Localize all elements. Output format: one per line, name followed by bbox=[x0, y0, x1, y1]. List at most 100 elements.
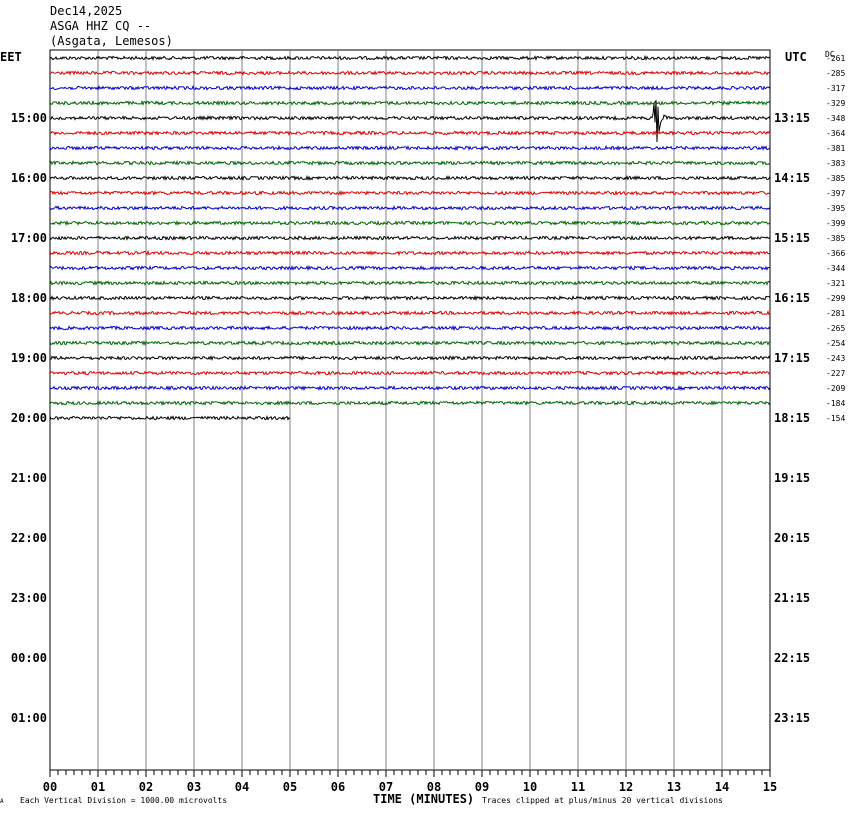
right-timezone-label: UTC bbox=[785, 50, 807, 64]
x-tick-label: 08 bbox=[427, 780, 441, 794]
left-hour-label: 22:00 bbox=[11, 531, 47, 545]
right-hour-label: 21:15 bbox=[774, 591, 810, 605]
x-tick-label: 06 bbox=[331, 780, 345, 794]
axis-labels: 00 01 02 03 04 05 06 07 08 09 10 11 12 13 14 15 15:00 16:… bbox=[11, 54, 846, 794]
trace-1 bbox=[49, 54, 771, 62]
trace-16 bbox=[49, 279, 771, 286]
x-tick-label: 05 bbox=[283, 780, 297, 794]
trace-22 bbox=[49, 370, 771, 376]
trace-25 bbox=[49, 414, 291, 421]
trace-layer bbox=[49, 54, 771, 421]
x-tick-label: 10 bbox=[523, 780, 537, 794]
trace-18 bbox=[49, 310, 771, 317]
left-hour-label: 21:00 bbox=[11, 471, 47, 485]
x-tick-label: 03 bbox=[187, 780, 201, 794]
x-tick-label: 15 bbox=[763, 780, 777, 794]
trace-13 bbox=[49, 234, 771, 241]
station-location: (Asgata, Lemesos) bbox=[50, 34, 173, 48]
left-hour-label: 20:00 bbox=[11, 411, 47, 425]
dc-offset-label: -329 bbox=[826, 99, 845, 108]
x-tick-label: 13 bbox=[667, 780, 681, 794]
dc-offset-label: -385 bbox=[826, 174, 845, 183]
dc-offset-label: -385 bbox=[826, 234, 845, 243]
x-tick-label: 14 bbox=[715, 780, 729, 794]
x-tick-label: 02 bbox=[139, 780, 153, 794]
dc-offset-label: -254 bbox=[826, 339, 845, 348]
trace-17 bbox=[49, 294, 771, 302]
trace-10 bbox=[49, 189, 771, 197]
x-tick-label: 09 bbox=[475, 780, 489, 794]
trace-19 bbox=[49, 324, 771, 332]
dc-offset-label: -299 bbox=[826, 294, 845, 303]
dc-offset-label: -395 bbox=[826, 204, 845, 213]
x-tick-label: 01 bbox=[91, 780, 105, 794]
trace-6 bbox=[49, 130, 771, 137]
dc-offset-label: -381 bbox=[826, 144, 845, 153]
left-hour-label: 00:00 bbox=[11, 651, 47, 665]
trace-2 bbox=[49, 70, 771, 77]
trace-23 bbox=[49, 384, 771, 392]
right-hour-label: 19:15 bbox=[774, 471, 810, 485]
x-tick-label: 11 bbox=[571, 780, 585, 794]
trace-8 bbox=[49, 159, 771, 167]
left-hour-label: 17:00 bbox=[11, 231, 47, 245]
plot-frame bbox=[49, 49, 771, 771]
x-tick-label: 04 bbox=[235, 780, 249, 794]
right-hour-label: 23:15 bbox=[774, 711, 810, 725]
trace-15 bbox=[49, 264, 771, 272]
left-hour-label: 18:00 bbox=[11, 291, 47, 305]
dc-offset-label: -364 bbox=[826, 129, 845, 138]
left-hour-label: 19:00 bbox=[11, 351, 47, 365]
dc-offset-label: -243 bbox=[826, 354, 845, 363]
left-hour-label: 01:00 bbox=[11, 711, 47, 725]
trace-7 bbox=[49, 144, 771, 152]
left-hour-label: 15:00 bbox=[11, 111, 47, 125]
dc-offset-header: DC bbox=[825, 50, 835, 59]
left-hour-label: 23:00 bbox=[11, 591, 47, 605]
right-hour-label: 14:15 bbox=[774, 171, 810, 185]
scale-note: Each Vertical Division = 1000.00 microvo… bbox=[20, 796, 228, 805]
trace-5 bbox=[49, 99, 771, 143]
trace-20 bbox=[49, 340, 771, 347]
dc-offset-label: -344 bbox=[826, 264, 845, 273]
dc-offset-label: -281 bbox=[826, 309, 845, 318]
x-tick-label: 00 bbox=[43, 780, 57, 794]
dc-offset-label: -154 bbox=[826, 414, 845, 423]
right-hour-label: 18:15 bbox=[774, 411, 810, 425]
trace-21 bbox=[49, 355, 771, 362]
trace-4 bbox=[49, 99, 771, 107]
grid-lines bbox=[49, 49, 771, 777]
dc-offset-label: -261 bbox=[826, 54, 845, 63]
right-hour-label: 16:15 bbox=[774, 291, 810, 305]
right-hour-label: 22:15 bbox=[774, 651, 810, 665]
right-hour-label: 15:15 bbox=[774, 231, 810, 245]
station-code: ASGA HHZ CQ -- bbox=[50, 19, 152, 33]
dc-offset-label: -366 bbox=[826, 249, 845, 258]
plot-date: Dec14,2025 bbox=[50, 4, 123, 18]
dc-offset-label: -184 bbox=[826, 399, 845, 408]
trace-24 bbox=[49, 399, 771, 407]
right-hour-label: 20:15 bbox=[774, 531, 810, 545]
corner-mark: A bbox=[0, 798, 4, 805]
trace-12 bbox=[49, 219, 771, 227]
dc-offset-label: -399 bbox=[826, 219, 845, 228]
trace-3 bbox=[49, 84, 771, 91]
dc-offset-label: -383 bbox=[826, 159, 845, 168]
trace-14 bbox=[49, 249, 771, 257]
left-timezone-label: EET bbox=[0, 50, 22, 64]
x-tick-label: 12 bbox=[619, 780, 633, 794]
left-hour-label: 16:00 bbox=[11, 171, 47, 185]
right-hour-label: 17:15 bbox=[774, 351, 810, 365]
trace-11 bbox=[49, 204, 771, 211]
x-axis-title: TIME (MINUTES) bbox=[373, 792, 475, 806]
dc-offset-label: -321 bbox=[826, 279, 845, 288]
right-hour-label: 13:15 bbox=[774, 111, 810, 125]
dc-offset-label: -317 bbox=[826, 84, 845, 93]
dc-offset-label: -265 bbox=[826, 324, 845, 333]
dc-offset-label: -227 bbox=[826, 369, 845, 378]
clip-note: Traces clipped at plus/minus 20 vertical… bbox=[482, 796, 723, 805]
x-tick-label: 07 bbox=[379, 780, 393, 794]
dc-offset-label: -285 bbox=[826, 69, 845, 78]
dc-offset-label: -397 bbox=[826, 189, 845, 198]
